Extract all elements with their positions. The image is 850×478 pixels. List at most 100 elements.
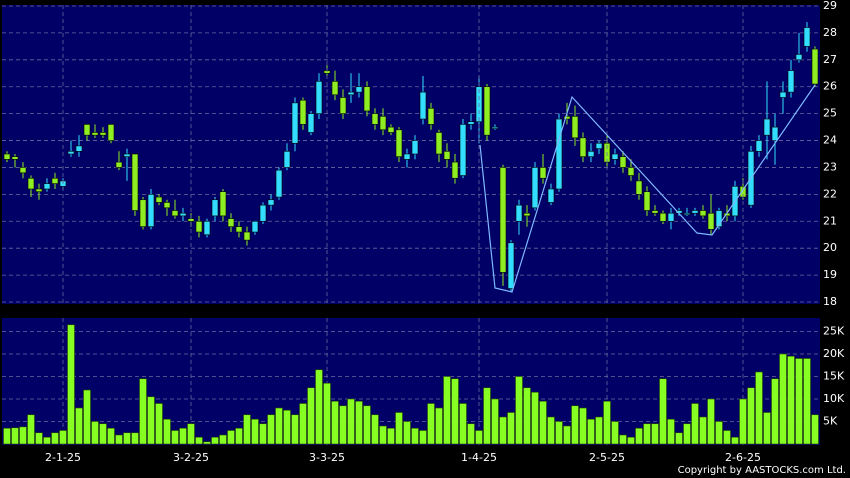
volume-bar — [219, 434, 227, 445]
candle-body — [3, 153, 11, 160]
candle-body — [275, 169, 283, 198]
candle-body — [259, 204, 267, 222]
candle-body — [363, 86, 371, 112]
volume-bar — [75, 407, 83, 445]
volume-bar — [427, 403, 435, 445]
volume-bar — [283, 409, 291, 445]
candle-body — [83, 124, 91, 136]
y-tick-label: 25K — [823, 325, 845, 338]
candle-body — [707, 212, 715, 230]
candle-body — [515, 204, 523, 222]
candle-body — [115, 161, 123, 168]
volume-bar — [675, 432, 683, 445]
candle-body — [243, 231, 251, 241]
candle-body — [163, 202, 171, 209]
volume-bar — [467, 423, 475, 445]
candle-body — [307, 113, 315, 133]
volume-bar — [715, 421, 723, 445]
candle-body — [251, 220, 259, 233]
volume-bar — [275, 407, 283, 445]
volume-bar — [763, 412, 771, 445]
y-tick-label: 15K — [823, 370, 845, 383]
volume-bar — [707, 398, 715, 445]
volume-bar — [811, 414, 819, 445]
volume-bar — [643, 423, 651, 445]
candle-body — [131, 153, 139, 211]
volume-bar — [531, 391, 539, 445]
candle-body — [771, 126, 779, 141]
y-tick-label: 5K — [823, 415, 838, 428]
volume-bar — [419, 430, 427, 445]
volume-bar — [459, 403, 467, 445]
volume-bar — [499, 416, 507, 445]
volume-bar — [747, 387, 755, 445]
candle-body — [339, 97, 347, 114]
candle-body — [683, 212, 691, 215]
volume-bar — [99, 423, 107, 445]
volume-bar — [43, 436, 51, 445]
volume-bar — [571, 405, 579, 445]
y-tick-label: 23 — [823, 160, 837, 173]
candle-body — [611, 153, 619, 160]
volume-bar — [227, 430, 235, 445]
candle-body — [587, 151, 595, 157]
volume-bar — [579, 407, 587, 445]
candle-body — [635, 180, 643, 195]
y-tick-label: 24 — [823, 134, 837, 147]
volume-bar — [27, 414, 35, 445]
volume-bar — [387, 427, 395, 445]
volume-bar — [627, 436, 635, 445]
volume-bar — [155, 403, 163, 445]
volume-bar — [51, 432, 59, 445]
volume-bar — [355, 400, 363, 445]
candle-body — [355, 86, 363, 93]
candle-body — [291, 102, 299, 144]
volume-bar — [307, 387, 315, 445]
candle-body — [419, 91, 427, 120]
volume-bar — [595, 416, 603, 445]
candle-body — [779, 91, 787, 98]
volume-bar — [179, 427, 187, 445]
volume-bar — [123, 432, 131, 445]
candle-body — [227, 218, 235, 227]
volume-bar — [195, 436, 203, 445]
y-tick-label: 22 — [823, 187, 837, 200]
y-tick-label: 25 — [823, 107, 837, 120]
y-tick-label: 10K — [823, 392, 845, 405]
volume-bar — [115, 434, 123, 445]
volume-bar — [35, 432, 43, 445]
candle-body — [699, 210, 707, 217]
candle-body — [499, 167, 507, 273]
candle-body — [27, 177, 35, 190]
candle-body — [107, 124, 115, 141]
candle-body — [331, 81, 339, 96]
volume-bar — [139, 378, 147, 445]
candle-body — [811, 48, 819, 85]
candle-body — [539, 167, 547, 179]
y-tick-label: 26 — [823, 80, 837, 93]
volume-bar — [3, 427, 11, 445]
volume-bar — [547, 416, 555, 445]
candle-body — [267, 199, 275, 206]
volume-bar — [315, 369, 323, 445]
candle-body — [715, 210, 723, 227]
y-tick-label: 21 — [823, 214, 837, 227]
volume-bar — [539, 400, 547, 445]
volume-bar — [91, 421, 99, 445]
candle-body — [387, 126, 395, 133]
volume-bar — [187, 423, 195, 445]
candle-body — [571, 116, 579, 139]
candle-body — [523, 212, 531, 217]
volume-bar — [211, 436, 219, 445]
volume-bar — [435, 407, 443, 445]
candle-body — [219, 191, 227, 217]
volume-bar — [243, 414, 251, 445]
volume-bar — [395, 412, 403, 445]
x-tick-label: 2-1-25 — [45, 451, 81, 464]
candle-body — [595, 142, 603, 149]
candle-body — [643, 191, 651, 211]
volume-bar — [723, 430, 731, 445]
candle-body — [427, 107, 435, 125]
volume-bar — [259, 423, 267, 445]
y-tick-label: 27 — [823, 53, 837, 66]
